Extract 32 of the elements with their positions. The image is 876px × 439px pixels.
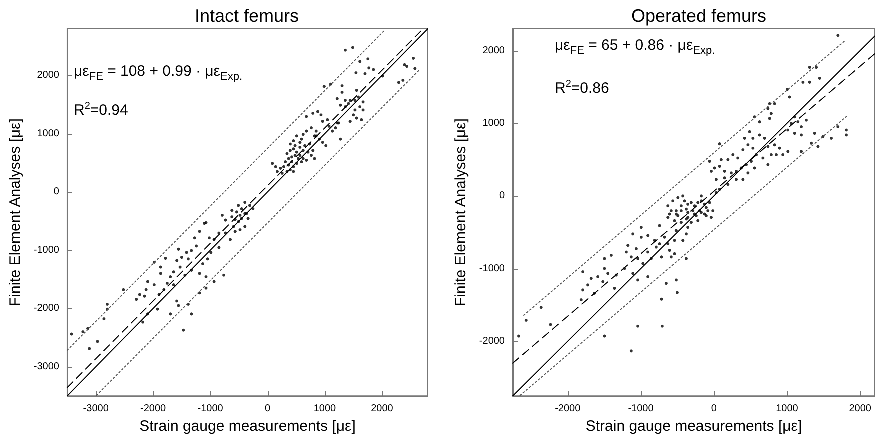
x-tick-label: -2000 (555, 404, 582, 415)
annotation: R$^{2}$=0.94 (74, 101, 128, 119)
y-tick-label: -1000 (34, 244, 60, 256)
y-tick-label: 2000 (37, 70, 60, 82)
x-tick-label: -1000 (198, 404, 224, 415)
x-tick-label: 2000 (849, 404, 872, 415)
x-tick-label: 1000 (776, 404, 799, 415)
y-tick-label: -3000 (34, 361, 60, 372)
y-axis-title: Finite Element Analyses [με] (7, 118, 24, 307)
y-tick-label: 0 (54, 186, 60, 198)
x-tick-label: -3000 (83, 404, 110, 415)
y-tick-label: 0 (499, 190, 506, 202)
chart-title: Operated femurs (631, 6, 767, 26)
y-tick-label: 2000 (482, 45, 506, 56)
y-tick-label: 1000 (482, 118, 506, 129)
x-tick-label: -2000 (140, 404, 167, 415)
annotation: με$_{FE}$ = 65 + 0.86 · με$_{Exp.}$ (555, 37, 716, 57)
x-axis-title: Strain gauge measurements [με] (586, 418, 802, 435)
x-axis-title: Strain gauge measurements [με] (140, 418, 356, 435)
x-tick-label: 1000 (314, 404, 337, 415)
chart-title: Intact femurs (194, 6, 300, 26)
y-tick-label: 1000 (37, 128, 60, 140)
annotation: με$_{FE}$ = 108 + 0.99 · με$_{Exp.}$ (74, 63, 242, 83)
x-tick-label: 2000 (371, 404, 394, 415)
y-tick-label: -2000 (479, 336, 506, 348)
y-tick-label: -2000 (34, 303, 60, 314)
x-tick-label: -1000 (628, 404, 654, 415)
annotation: R$^{2}$=0.86 (555, 79, 610, 97)
y-axis-title: Finite Element Analyses [με] (452, 118, 470, 307)
x-tick-label: 0 (711, 404, 718, 415)
y-tick-label: -1000 (479, 263, 506, 274)
x-tick-label: 0 (264, 404, 271, 415)
